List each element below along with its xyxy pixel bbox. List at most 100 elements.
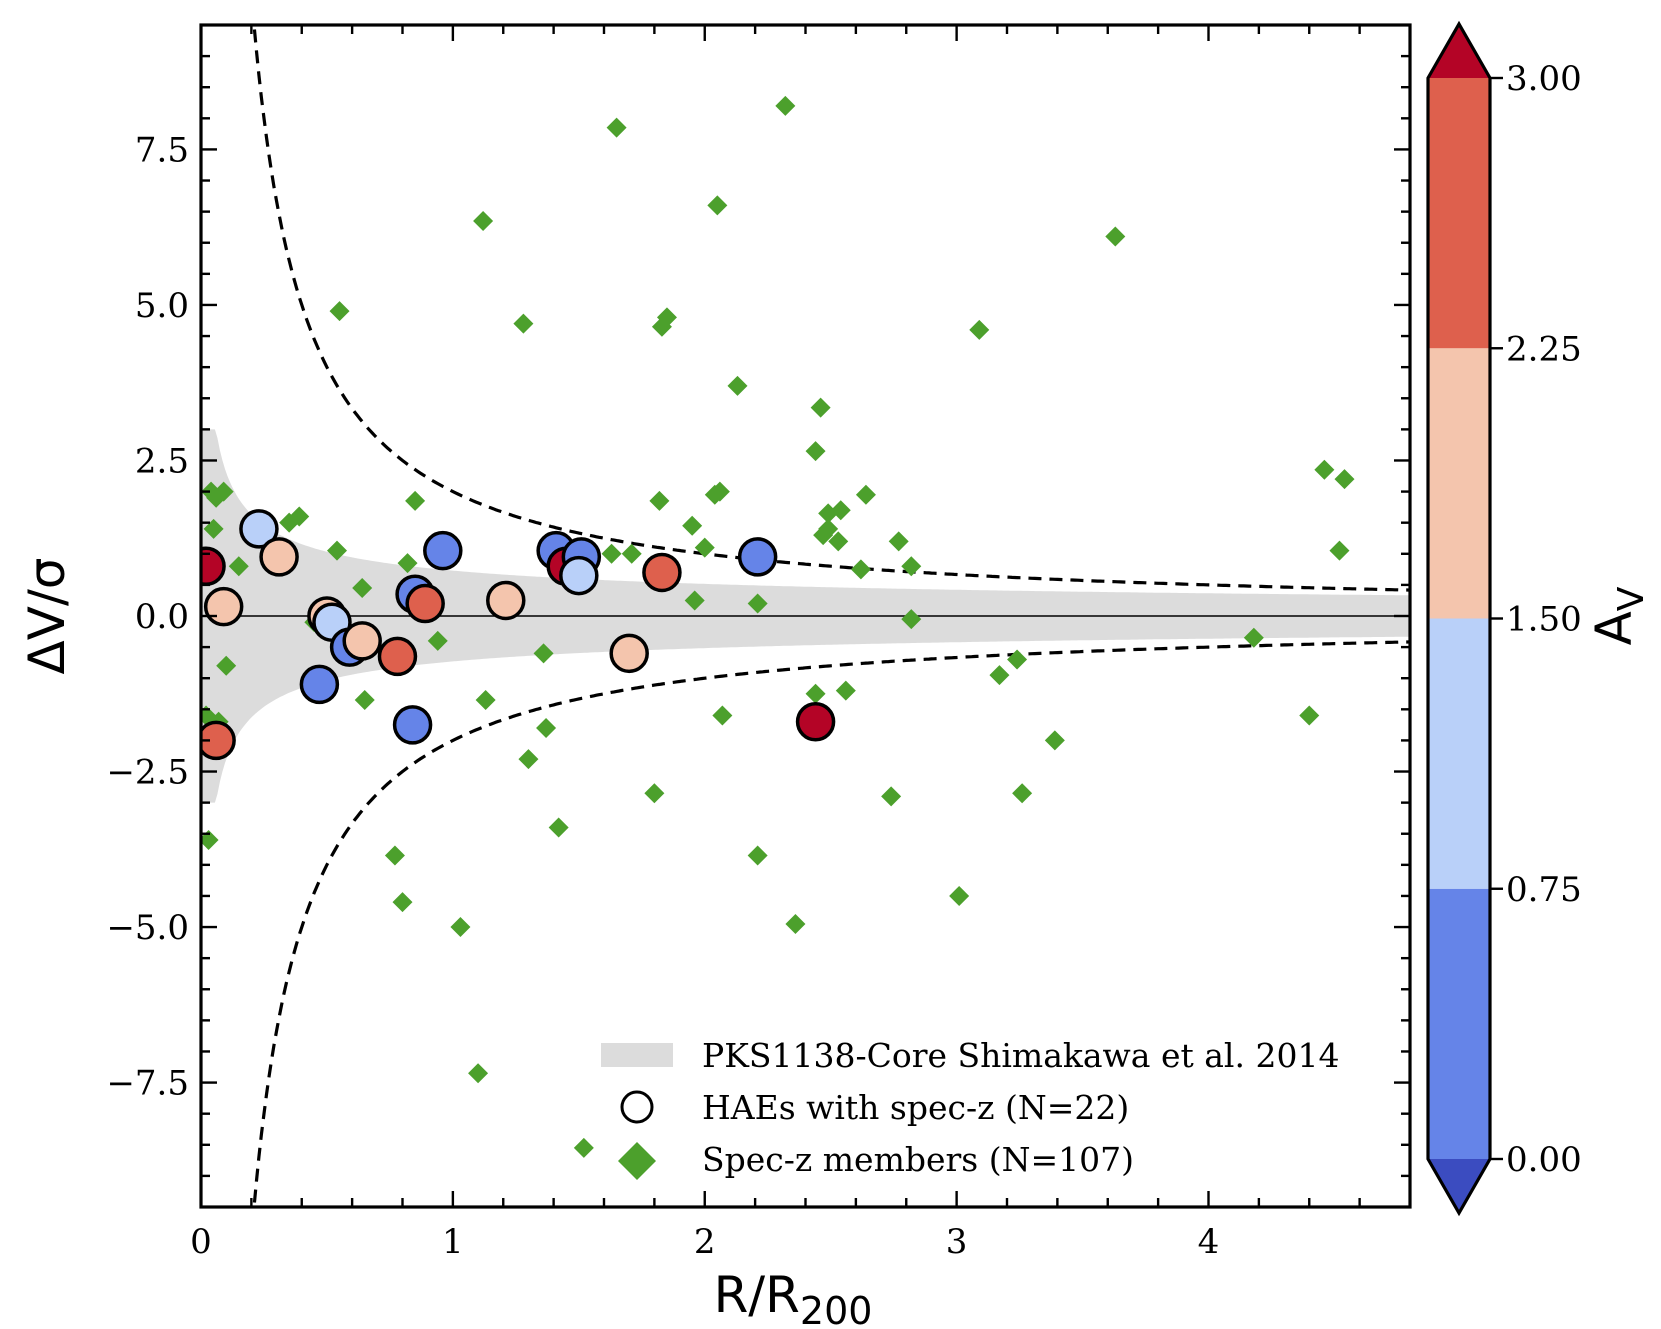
y-tick-label: −2.5 [106, 753, 189, 793]
spec-z-member-point [327, 540, 348, 561]
x-tick-label: 4 [1198, 1222, 1220, 1262]
x-axis-title: R/R200 [714, 1266, 873, 1329]
spec-z-member-point [969, 319, 990, 340]
colorbar-over-triangle [1428, 24, 1490, 78]
spec-z-member-point [228, 556, 249, 577]
y-tick-label: 2.5 [135, 441, 189, 481]
legend-label-core-band: PKS1138-Core Shimakawa et al. 2014 [702, 1036, 1339, 1075]
spec-z-member-point [397, 553, 418, 574]
spec-z-member-point [888, 531, 909, 552]
y-tick-label: −7.5 [106, 1064, 189, 1104]
spec-z-member-point [203, 518, 224, 539]
legend-band-swatch [601, 1043, 673, 1067]
x-tick-label: 1 [442, 1222, 464, 1262]
hae-point [559, 555, 599, 596]
plot-frame [199, 23, 1412, 1209]
spec-z-member-point [694, 537, 715, 558]
hae-point [203, 586, 244, 627]
spec-z-member-point [830, 500, 851, 521]
spec-z-member-point [828, 531, 849, 552]
colorbar-bin [1428, 348, 1490, 619]
spec-z-members-series [201, 95, 1355, 1158]
spec-z-member-point [805, 441, 826, 462]
hae-point [609, 633, 649, 674]
spec-z-member-point [475, 689, 496, 710]
spec-z-member-point [1314, 459, 1335, 480]
legend-label-hae: HAEs with spec-z (N=22) [702, 1088, 1129, 1127]
spec-z-member-point [1105, 226, 1126, 247]
spec-z-member-point [709, 481, 730, 502]
spec-z-member-point [216, 655, 237, 676]
hae-point [201, 720, 236, 761]
spec-z-member-point [392, 892, 413, 913]
spec-z-member-point [468, 1063, 489, 1084]
hae-point [392, 705, 433, 745]
spec-z-member-point [573, 1137, 594, 1158]
spec-z-member-point [989, 665, 1010, 686]
spec-z-member-point [712, 705, 733, 726]
spec-z-member-point [805, 683, 826, 704]
x-tick-label: 2 [694, 1222, 716, 1262]
colorbar-title: AV [1585, 586, 1652, 645]
spec-z-member-point [1329, 540, 1350, 561]
colorbar-bin [1428, 78, 1490, 349]
spec-z-member-point [354, 689, 375, 710]
colorbar-ticks: 0.00 0.75 1.50 2.25 3.00 [1490, 59, 1582, 1180]
spec-z-member-point [949, 885, 970, 906]
hae-point [423, 530, 463, 571]
y-tick-label: 7.5 [135, 130, 189, 170]
spec-z-member-point [684, 590, 705, 611]
spec-z-member-point [901, 609, 922, 630]
y-tick-label: 0.0 [135, 597, 189, 637]
spec-z-member-point [747, 593, 768, 614]
spec-z-member-point [1334, 469, 1355, 490]
legend-diamond-marker [618, 1142, 656, 1180]
spec-z-member-point [536, 717, 557, 738]
legend-label-spec-z: Spec-z members (N=107) [702, 1140, 1134, 1179]
spec-z-member-point [1012, 783, 1033, 804]
spec-z-member-point [775, 95, 796, 116]
spec-z-member-point [201, 705, 217, 726]
y-axis-title: ΔV/σ [18, 558, 76, 675]
legend: PKS1138-Core Shimakawa et al. 2014 HAEs … [601, 1036, 1339, 1180]
x-tick-label: 0 [190, 1222, 212, 1262]
colorbar-tick-label: 0.75 [1506, 870, 1582, 910]
spec-z-member-point [213, 481, 234, 502]
spec-z-member-point [289, 506, 310, 527]
hae-point [642, 552, 682, 593]
colorbar: 0.00 0.75 1.50 2.25 3.00 AV [1426, 20, 1652, 1217]
spec-z-member-point [810, 397, 831, 418]
spec-z-member-point [1044, 730, 1065, 751]
hae-point [795, 702, 836, 742]
colorbar-tick-label: 0.00 [1506, 1140, 1582, 1180]
spec-z-member-point [818, 503, 839, 524]
spec-z-member-point [329, 301, 350, 322]
spec-z-member-point [405, 490, 426, 511]
spec-z-member-point [533, 643, 554, 664]
spec-z-member-point [644, 783, 665, 804]
colorbar-tick-label: 2.25 [1506, 329, 1582, 369]
colorbar-bin [1428, 618, 1490, 889]
y-tick-label: 5.0 [135, 286, 189, 326]
colorbar-bins [1428, 24, 1490, 1213]
spec-z-member-point [901, 556, 922, 577]
hae-point [377, 636, 418, 677]
spec-z-member-point [747, 845, 768, 866]
spec-z-member-point [352, 578, 373, 599]
spec-z-member-point [518, 749, 539, 770]
spec-z-member-point [818, 518, 839, 539]
spec-z-member-point [1007, 649, 1028, 670]
axis-tick-labels: 0 1 2 3 4 −7.5 −5.0 −2.5 0.0 2.5 5.0 7.5 [106, 130, 1219, 1262]
hae-series [201, 509, 836, 761]
spec-z-member-point [621, 543, 642, 564]
spec-z-member-point [835, 680, 856, 701]
spec-z-member-point [850, 559, 871, 580]
spec-z-member-point [785, 913, 806, 934]
spec-z-member-point [201, 829, 219, 850]
spec-z-member-point [513, 313, 534, 334]
hae-point [486, 580, 526, 621]
spec-z-member-point [707, 195, 728, 216]
hae-point [405, 583, 445, 624]
hae-point [299, 664, 340, 705]
